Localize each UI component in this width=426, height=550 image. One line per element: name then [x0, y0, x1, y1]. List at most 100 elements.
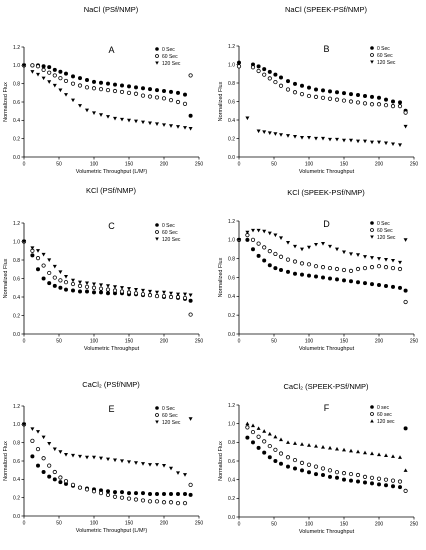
data-point	[148, 121, 152, 126]
data-point	[36, 249, 40, 253]
x-tick-label: 100	[90, 521, 99, 527]
data-point	[314, 444, 318, 448]
y-tick-label: 0.0	[13, 155, 20, 161]
data-point	[106, 81, 110, 86]
data-point	[273, 72, 278, 77]
data-point	[119, 289, 125, 294]
data-point	[273, 459, 278, 463]
x-tick-label: 150	[125, 339, 134, 345]
data-point	[113, 116, 117, 121]
data-point	[176, 292, 180, 297]
data-point	[30, 246, 35, 250]
x-tick-label: 50	[271, 339, 277, 345]
data-point	[279, 461, 283, 466]
data-point	[183, 492, 187, 496]
data-point	[147, 94, 153, 99]
x-tick-label: 0	[238, 522, 241, 528]
data-point	[377, 257, 381, 261]
data-point	[286, 241, 290, 245]
data-point	[279, 267, 283, 272]
data-point	[256, 228, 261, 233]
data-point	[162, 463, 166, 468]
data-point	[106, 284, 110, 288]
data-point	[300, 135, 304, 140]
data-point	[63, 280, 69, 285]
data-point	[262, 130, 267, 135]
y-tick-label: 0.6	[228, 275, 235, 281]
data-point	[141, 491, 145, 496]
y-tick-label: 0.8	[13, 440, 20, 446]
data-point	[84, 284, 90, 289]
legend-label: 120 Sec	[377, 60, 396, 66]
data-point	[267, 249, 272, 254]
panel-letter: C	[108, 221, 115, 231]
y-axis-label: Normalized Flux	[3, 82, 9, 122]
data-point	[327, 468, 333, 473]
data-point	[383, 477, 389, 482]
data-point	[85, 108, 89, 113]
data-point	[99, 80, 103, 85]
legend-label: 120 Sec	[162, 420, 181, 426]
data-point	[134, 288, 138, 292]
data-point	[383, 265, 389, 270]
data-point	[349, 478, 353, 483]
data-point	[267, 131, 272, 135]
data-point	[36, 267, 40, 272]
data-point	[293, 81, 297, 86]
y-tick-label: 1.0	[13, 63, 20, 69]
data-point	[162, 123, 166, 127]
data-point	[286, 134, 290, 138]
data-point	[334, 97, 340, 102]
data-point	[78, 104, 82, 108]
data-point	[120, 490, 124, 495]
legend-label: 120 sec	[377, 419, 395, 425]
chart-title: NaCl (SPEEK-PSf/NMP)	[285, 5, 368, 14]
data-point	[47, 80, 52, 84]
y-tick-label: 0.0	[228, 155, 235, 161]
data-point	[155, 290, 159, 295]
data-point	[85, 289, 89, 294]
data-point	[335, 247, 339, 252]
data-point	[245, 230, 250, 235]
data-point	[47, 474, 52, 479]
data-point	[321, 88, 325, 93]
data-point	[293, 135, 297, 139]
x-tick-label: 200	[375, 522, 384, 528]
data-point	[106, 457, 110, 462]
data-point	[306, 262, 312, 267]
x-axis-label: Volumetric Throughput	[84, 346, 140, 352]
data-point	[251, 247, 255, 252]
data-point	[307, 135, 311, 140]
data-point	[335, 277, 339, 282]
data-point	[112, 88, 118, 94]
data-point	[147, 499, 153, 504]
data-point	[92, 290, 96, 295]
data-point	[348, 268, 354, 274]
data-point	[293, 466, 297, 471]
data-point	[35, 256, 41, 261]
data-point	[52, 73, 57, 78]
panel-letter: D	[323, 219, 330, 229]
data-point	[376, 264, 382, 269]
legend-marker	[370, 228, 374, 232]
data-point	[362, 474, 368, 479]
data-point	[384, 97, 388, 102]
data-point	[41, 252, 46, 257]
data-point	[256, 64, 261, 69]
data-point	[369, 102, 375, 107]
data-point	[22, 63, 26, 68]
chart-panel-c: KCl (PSf/NMP) 0 50 100 150 200 250 0.0 0.2 0.4 0.6…	[3, 186, 203, 352]
data-point	[47, 441, 52, 446]
data-point	[328, 137, 332, 142]
data-point	[390, 265, 396, 271]
x-tick-label: 150	[125, 521, 134, 527]
y-tick-label: 0.4	[228, 477, 235, 483]
y-tick-label: 1.0	[13, 422, 20, 428]
y-tick-label: 1.2	[13, 221, 20, 227]
data-point	[397, 104, 403, 109]
data-point	[182, 295, 188, 301]
data-point	[286, 269, 290, 274]
data-point	[188, 293, 193, 298]
data-point	[134, 119, 138, 124]
data-point	[134, 491, 138, 496]
